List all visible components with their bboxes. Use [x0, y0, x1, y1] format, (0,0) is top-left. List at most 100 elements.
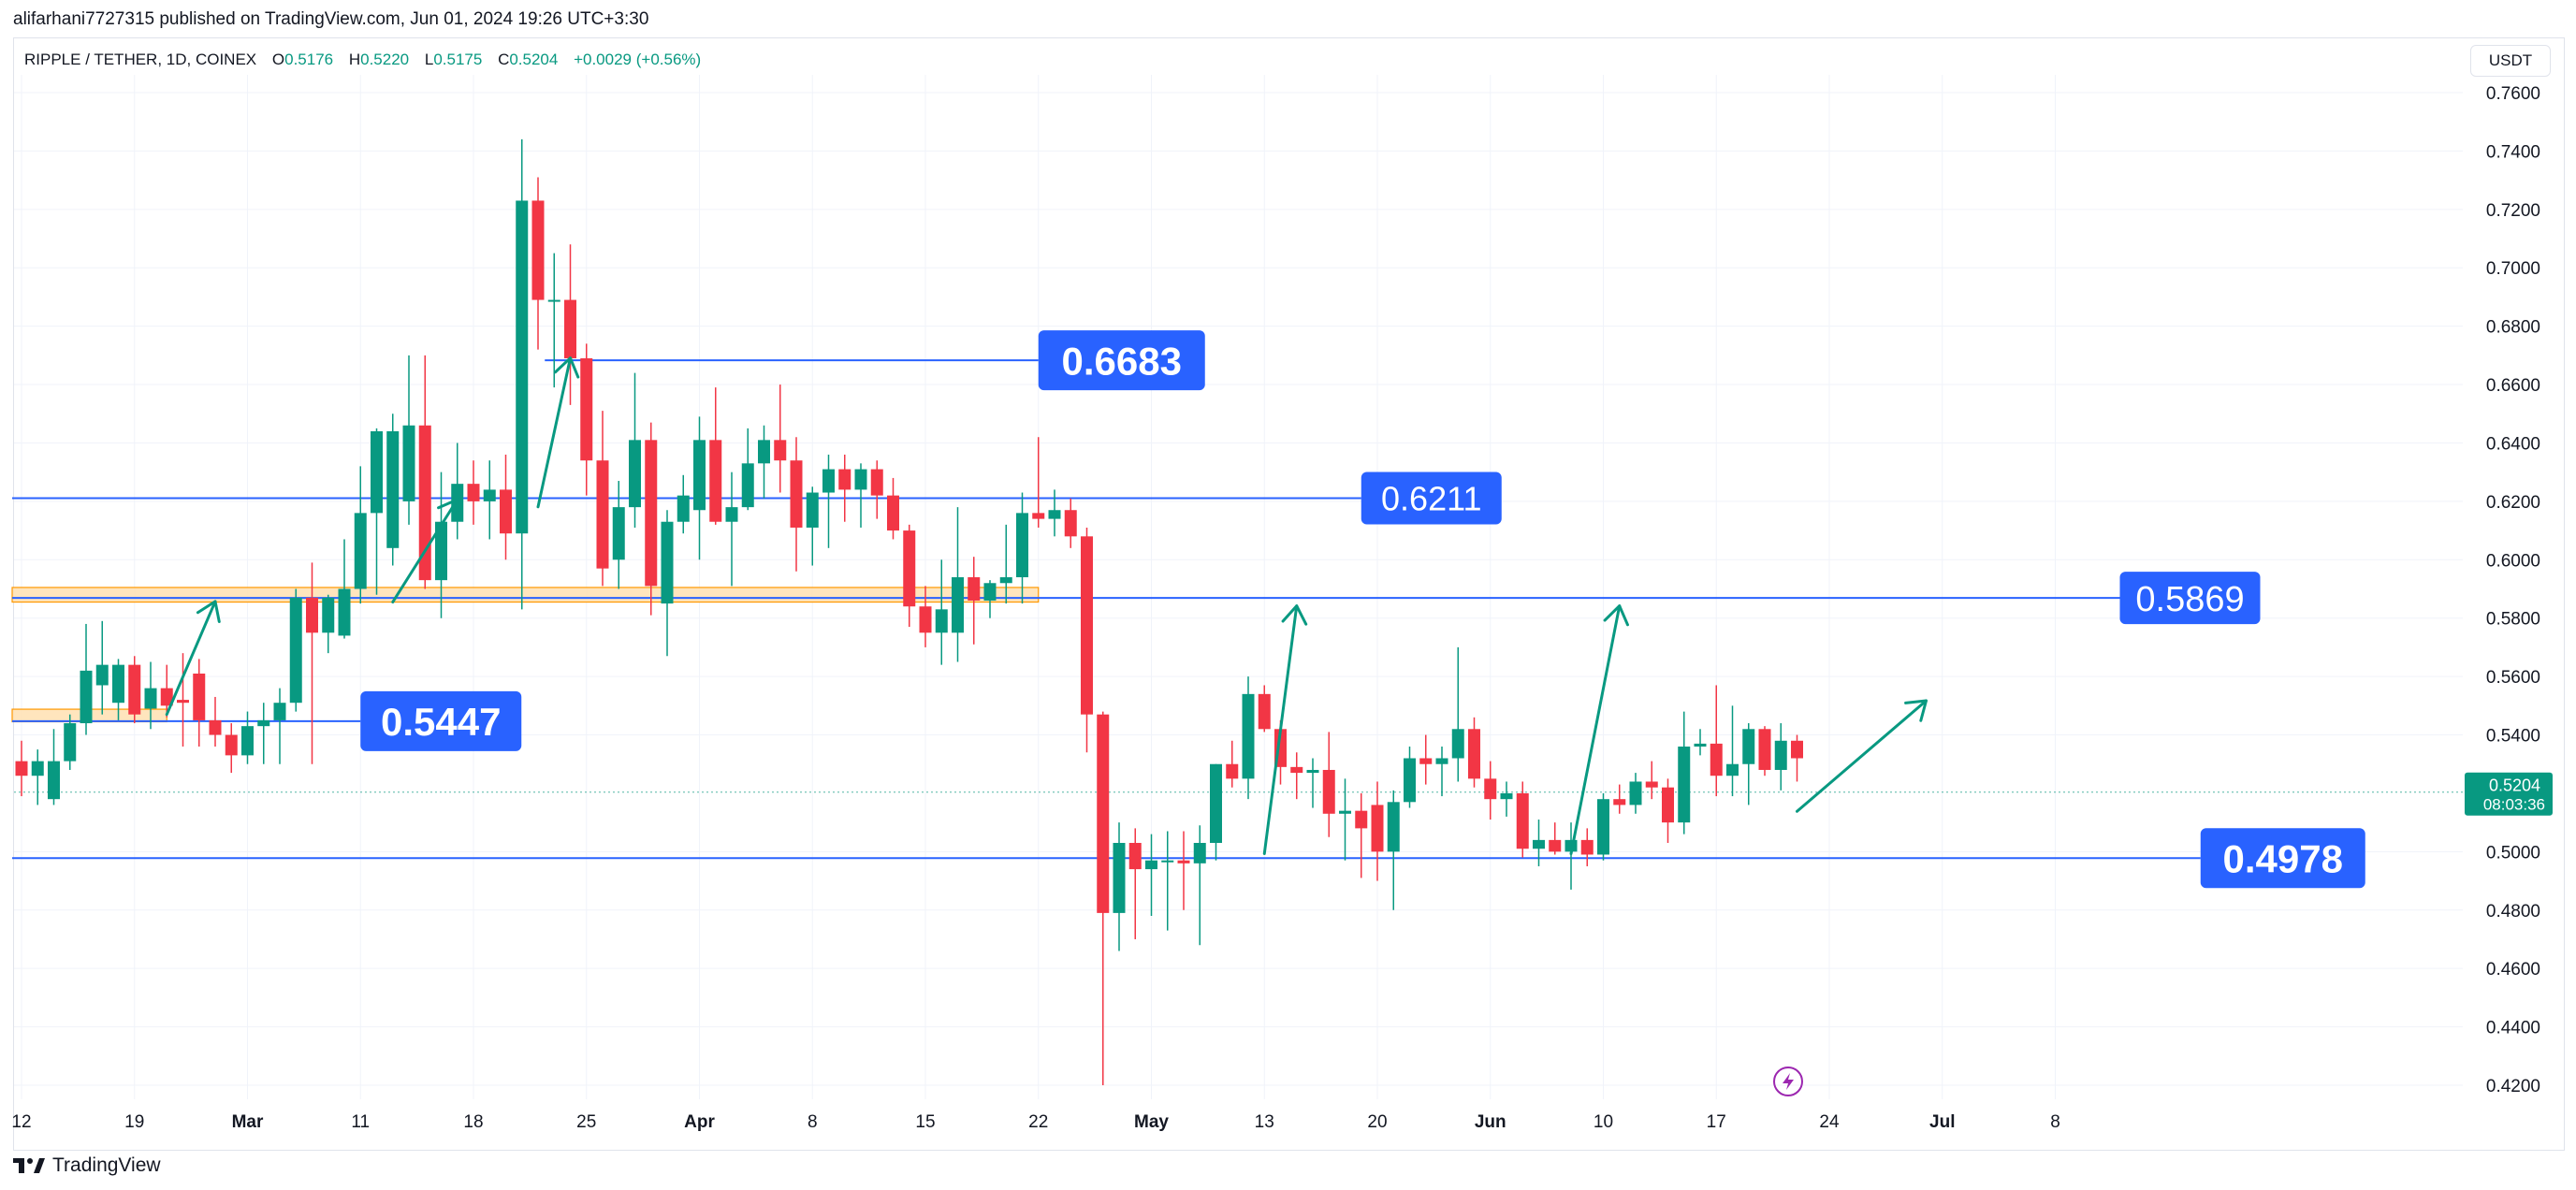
down-candle[interactable]: [1580, 828, 1594, 866]
zone-box[interactable]: [11, 587, 1040, 603]
up-candle[interactable]: [371, 428, 383, 595]
down-candle[interactable]: [1355, 792, 1368, 878]
level-label[interactable]: 0.5869: [2119, 572, 2261, 625]
down-candle[interactable]: [1032, 437, 1045, 528]
tradingview-logo[interactable]: TradingView: [13, 1154, 161, 1177]
up-candle[interactable]: [95, 620, 109, 715]
up-candle[interactable]: [1451, 646, 1464, 782]
up-candle[interactable]: [854, 463, 867, 528]
up-candle[interactable]: [1387, 790, 1400, 910]
down-candle[interactable]: [128, 656, 141, 724]
up-candle[interactable]: [1533, 820, 1545, 866]
up-candle[interactable]: [983, 580, 997, 618]
down-candle[interactable]: [1549, 822, 1562, 855]
down-candle[interactable]: [968, 557, 981, 645]
down-candle[interactable]: [193, 659, 206, 747]
down-candle[interactable]: [790, 437, 803, 572]
trend-arrow[interactable]: [536, 356, 580, 509]
up-candle[interactable]: [1048, 489, 1061, 537]
up-candle[interactable]: [1774, 723, 1787, 791]
up-candle[interactable]: [435, 472, 447, 618]
up-candle[interactable]: [1742, 723, 1755, 805]
up-candle[interactable]: [677, 474, 690, 534]
down-candle[interactable]: [1645, 761, 1658, 800]
up-candle[interactable]: [354, 466, 367, 604]
up-candle[interactable]: [629, 372, 641, 528]
up-candle[interactable]: [741, 428, 754, 511]
down-candle[interactable]: [1371, 781, 1384, 881]
up-candle[interactable]: [257, 703, 270, 764]
down-candle[interactable]: [903, 524, 916, 628]
down-candle[interactable]: [838, 454, 851, 522]
up-candle[interactable]: [1726, 705, 1739, 797]
up-candle[interactable]: [1113, 822, 1126, 951]
level-label[interactable]: 0.6683: [1038, 330, 1205, 391]
level-label[interactable]: 0.4978: [2200, 828, 2365, 889]
down-candle[interactable]: [1097, 711, 1110, 1085]
up-candle[interactable]: [273, 688, 286, 764]
up-candle[interactable]: [1193, 825, 1206, 946]
up-candle[interactable]: [338, 539, 351, 639]
down-candle[interactable]: [418, 355, 431, 589]
up-candle[interactable]: [935, 559, 948, 665]
up-candle[interactable]: [1500, 781, 1513, 817]
up-candle[interactable]: [64, 714, 77, 770]
down-candle[interactable]: [1710, 685, 1723, 797]
up-candle[interactable]: [386, 414, 400, 566]
trend-arrow[interactable]: [165, 600, 221, 717]
up-candle[interactable]: [693, 416, 706, 560]
down-candle[interactable]: [1613, 784, 1626, 814]
down-candle[interactable]: [15, 740, 28, 797]
up-candle[interactable]: [1678, 711, 1691, 834]
down-candle[interactable]: [1484, 761, 1497, 820]
symbol-name[interactable]: RIPPLE / TETHER, 1D, COINEX: [24, 51, 257, 68]
up-candle[interactable]: [1435, 747, 1448, 797]
down-candle[interactable]: [870, 460, 883, 519]
trend-arrow[interactable]: [1262, 604, 1308, 856]
up-candle[interactable]: [483, 460, 496, 540]
down-candle[interactable]: [919, 586, 932, 647]
level-label[interactable]: 0.6211: [1361, 472, 1502, 525]
down-candle[interactable]: [160, 664, 173, 718]
up-candle[interactable]: [112, 659, 124, 720]
down-candle[interactable]: [225, 723, 238, 774]
up-candle[interactable]: [725, 472, 738, 587]
down-candle[interactable]: [709, 387, 722, 525]
up-candle[interactable]: [661, 510, 674, 657]
up-candle[interactable]: [1629, 773, 1642, 814]
down-candle[interactable]: [564, 244, 576, 405]
down-candle[interactable]: [306, 562, 318, 764]
up-candle[interactable]: [1210, 763, 1222, 861]
down-candle[interactable]: [645, 422, 658, 616]
up-candle[interactable]: [758, 425, 770, 499]
trend-arrow[interactable]: [1569, 604, 1629, 856]
up-candle[interactable]: [1145, 834, 1157, 917]
up-candle[interactable]: [1404, 747, 1416, 808]
up-candle[interactable]: [806, 486, 819, 566]
up-candle[interactable]: [31, 749, 44, 805]
down-candle[interactable]: [1226, 740, 1239, 788]
down-candle[interactable]: [1662, 778, 1674, 843]
down-candle[interactable]: [1290, 752, 1303, 800]
down-candle[interactable]: [1468, 717, 1480, 788]
down-candle[interactable]: [531, 177, 545, 350]
up-candle[interactable]: [1016, 492, 1028, 604]
down-candle[interactable]: [1081, 527, 1093, 753]
down-candle[interactable]: [580, 343, 593, 496]
down-candle[interactable]: [1758, 726, 1771, 776]
down-candle[interactable]: [1791, 734, 1803, 782]
level-label[interactable]: 0.5447: [360, 690, 522, 751]
trend-arrow[interactable]: [391, 498, 460, 604]
down-candle[interactable]: [1419, 734, 1433, 785]
down-candle[interactable]: [1064, 498, 1077, 548]
up-candle[interactable]: [952, 507, 964, 662]
up-candle[interactable]: [144, 661, 157, 730]
up-candle[interactable]: [289, 588, 302, 712]
down-candle[interactable]: [1322, 732, 1335, 837]
currency-button[interactable]: USDT: [2470, 45, 2551, 77]
down-candle[interactable]: [887, 477, 899, 540]
down-candle[interactable]: [1177, 831, 1190, 910]
down-candle[interactable]: [177, 653, 189, 747]
down-candle[interactable]: [1128, 828, 1142, 939]
down-candle[interactable]: [500, 454, 512, 560]
